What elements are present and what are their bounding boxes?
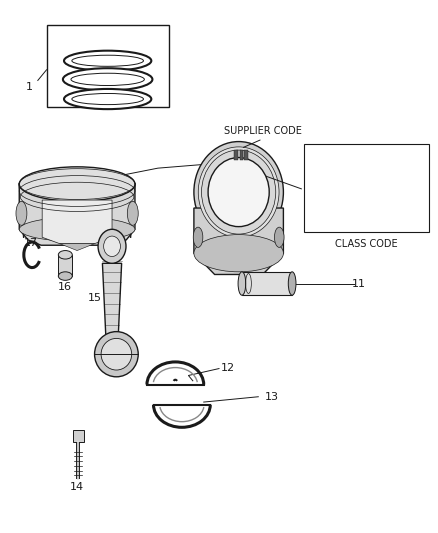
Ellipse shape (238, 272, 246, 295)
Ellipse shape (101, 338, 132, 370)
Bar (58, 255, 72, 276)
Ellipse shape (193, 227, 203, 247)
Ellipse shape (58, 251, 72, 259)
Ellipse shape (98, 229, 126, 263)
Ellipse shape (16, 201, 27, 225)
Text: SUPPLIER CODE: SUPPLIER CODE (224, 126, 302, 136)
Ellipse shape (63, 68, 152, 91)
Ellipse shape (208, 158, 269, 227)
Bar (304, 144, 428, 232)
Text: 4: 4 (215, 158, 223, 168)
Bar (46, 25, 169, 107)
Ellipse shape (275, 227, 284, 247)
Ellipse shape (72, 55, 144, 66)
Polygon shape (19, 183, 135, 245)
Ellipse shape (201, 150, 276, 234)
Ellipse shape (194, 235, 283, 272)
Bar (73, 430, 84, 442)
Text: 12: 12 (221, 362, 235, 373)
Ellipse shape (194, 142, 283, 243)
Ellipse shape (64, 51, 151, 71)
Ellipse shape (198, 147, 279, 237)
Ellipse shape (95, 332, 138, 377)
Polygon shape (102, 263, 122, 338)
Text: 9 = CL.C + 0.1: 9 = CL.C + 0.1 (308, 217, 377, 226)
Text: 14: 14 (70, 482, 84, 492)
Text: 15: 15 (88, 293, 102, 303)
Ellipse shape (288, 272, 296, 295)
Text: 11: 11 (352, 279, 366, 288)
Ellipse shape (64, 89, 151, 109)
Text: 3 = CL.C: 3 = CL.C (308, 176, 346, 185)
Text: 2 = CL.B: 2 = CL.B (308, 162, 346, 171)
Text: CLASS CODE: CLASS CODE (335, 239, 398, 248)
Bar (240, 150, 244, 160)
Ellipse shape (58, 272, 72, 280)
Bar (242, 272, 292, 295)
Polygon shape (194, 208, 283, 274)
Ellipse shape (104, 236, 120, 256)
Text: 17: 17 (24, 238, 38, 247)
Ellipse shape (72, 93, 144, 104)
Text: 1 = CL.A: 1 = CL.A (308, 148, 346, 157)
Polygon shape (60, 244, 95, 251)
Polygon shape (42, 200, 112, 244)
Bar (244, 150, 248, 160)
Text: 16: 16 (58, 282, 72, 292)
Text: 13: 13 (265, 392, 279, 402)
Ellipse shape (19, 167, 135, 201)
Ellipse shape (127, 201, 138, 225)
Text: 7 = CL.A + 0.1: 7 = CL.A + 0.1 (308, 189, 378, 198)
Text: 8 = CL.B + 0.1: 8 = CL.B + 0.1 (308, 203, 378, 212)
Ellipse shape (71, 73, 145, 85)
Ellipse shape (19, 217, 135, 241)
Text: 1: 1 (25, 82, 32, 92)
Bar (234, 150, 238, 160)
